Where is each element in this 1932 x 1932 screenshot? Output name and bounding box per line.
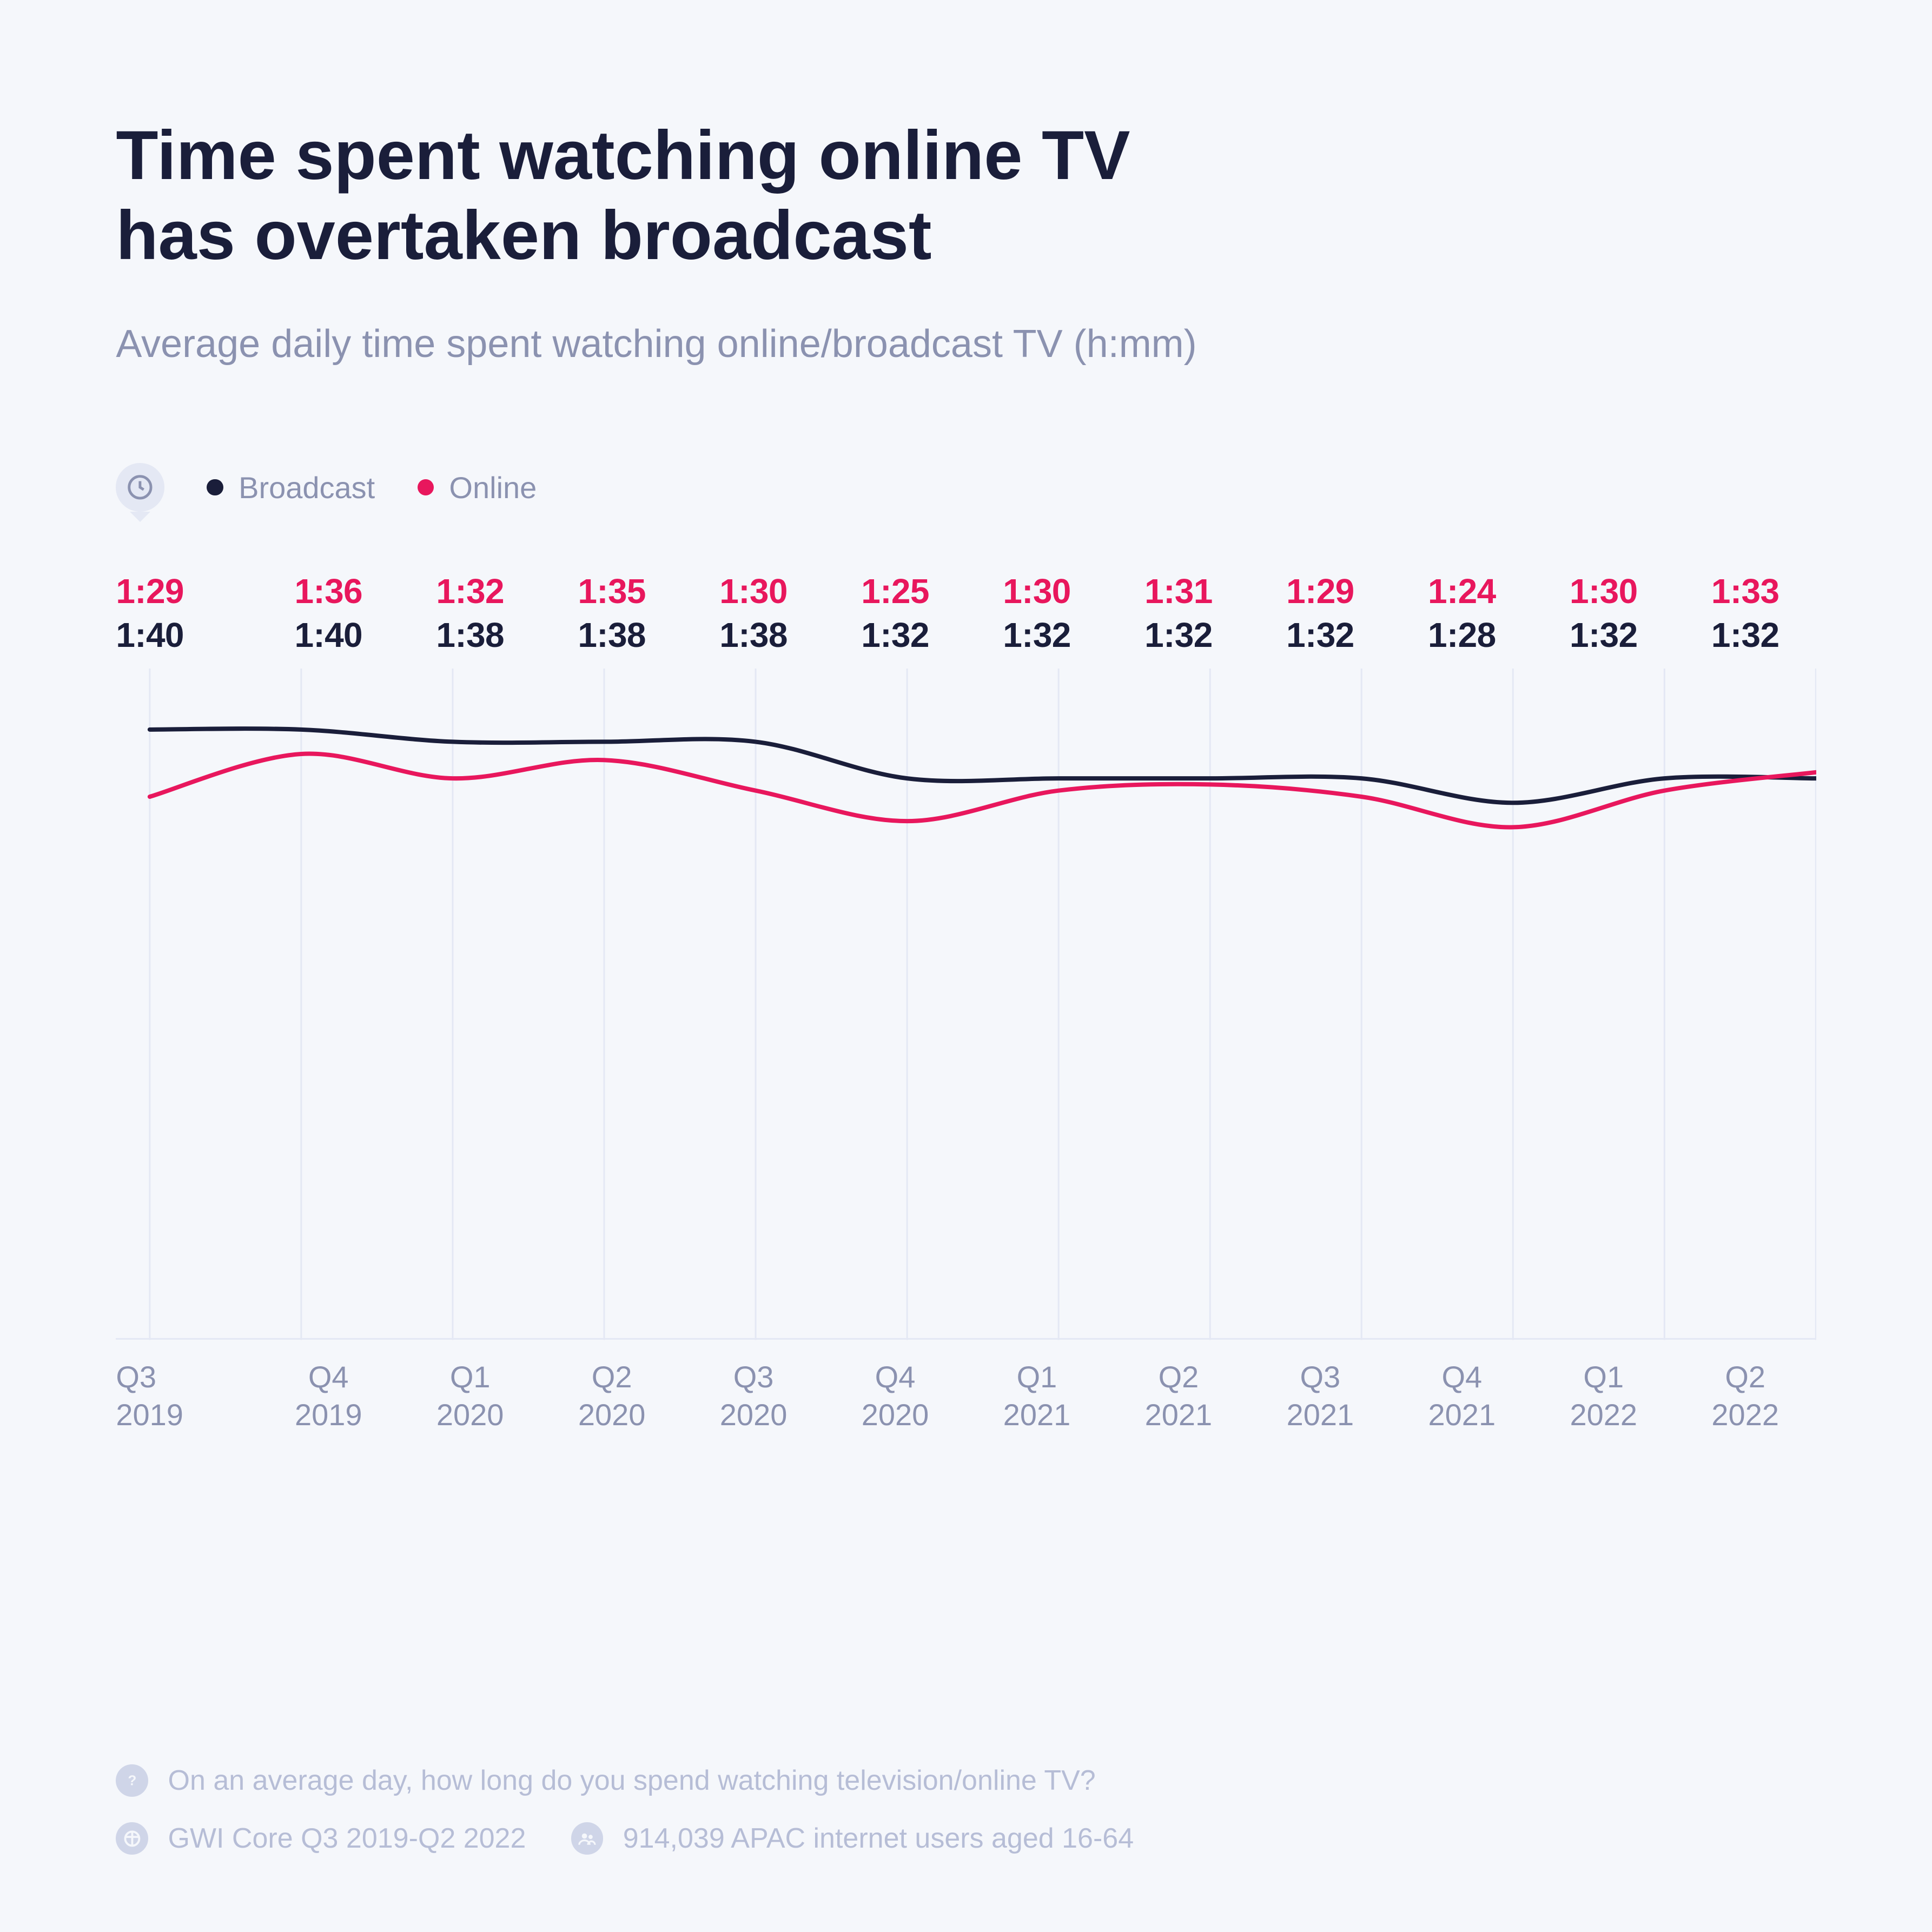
data-label-broadcast: 1:28 [1391, 613, 1533, 656]
x-axis-tick: Q12021 [966, 1358, 1108, 1434]
clock-icon [116, 463, 164, 512]
data-label-online: 1:25 [824, 570, 966, 613]
x-axis-tick: Q42019 [257, 1358, 399, 1434]
legend-item-broadcast: Broadcast [207, 470, 375, 505]
legend-label-online: Online [449, 470, 537, 505]
page: Time spent watching online TV has overta… [0, 0, 1932, 1932]
data-label-online: 1:30 [1533, 570, 1675, 613]
chart-title: Time spent watching online TV has overta… [116, 116, 1816, 275]
x-axis-tick: Q12020 [399, 1358, 541, 1434]
data-label-broadcast: 1:32 [824, 613, 966, 656]
footer-row-question: ? On an average day, how long do you spe… [116, 1764, 1816, 1797]
title-line-1: Time spent watching online TV [116, 117, 1130, 194]
data-label-online: 1:24 [1391, 570, 1533, 613]
data-label-broadcast: 1:38 [541, 613, 683, 656]
legend-label-broadcast: Broadcast [239, 470, 375, 505]
data-label-broadcast: 1:38 [399, 613, 541, 656]
data-label-online: 1:31 [1108, 570, 1249, 613]
data-label-online: 1:35 [541, 570, 683, 613]
question-icon: ? [116, 1764, 148, 1797]
legend-item-online: Online [418, 470, 537, 505]
legend-dot-broadcast [207, 479, 223, 496]
data-label-broadcast: 1:32 [1108, 613, 1249, 656]
x-axis-tick: Q22020 [541, 1358, 683, 1434]
data-label-online: 1:29 [116, 570, 257, 613]
title-line-2: has overtaken broadcast [116, 197, 931, 274]
x-axis-tick: Q22021 [1108, 1358, 1249, 1434]
x-axis-tick: Q42021 [1391, 1358, 1533, 1434]
footer-question: On an average day, how long do you spend… [168, 1764, 1096, 1797]
data-label-grid: 1:291:361:321:351:301:251:301:311:291:24… [116, 570, 1816, 657]
users-icon [571, 1822, 604, 1855]
data-label-broadcast: 1:40 [116, 613, 257, 656]
data-label-online: 1:33 [1675, 570, 1816, 613]
footer-sample: 914,039 APAC internet users aged 16-64 [623, 1822, 1134, 1855]
legend-dot-online [418, 479, 434, 496]
source-icon [116, 1822, 148, 1855]
data-label-broadcast: 1:32 [1249, 613, 1391, 656]
legend: Broadcast Online [116, 463, 1816, 512]
x-axis-tick: Q12022 [1533, 1358, 1675, 1434]
x-axis-tick: Q42020 [824, 1358, 966, 1434]
data-label-broadcast: 1:32 [1533, 613, 1675, 656]
x-axis-labels: Q32019Q42019Q12020Q22020Q32020Q42020Q120… [116, 1358, 1816, 1434]
data-label-online: 1:32 [399, 570, 541, 613]
chart-footer: ? On an average day, how long do you spe… [116, 1680, 1816, 1855]
data-label-online: 1:36 [257, 570, 399, 613]
data-label-online: 1:30 [683, 570, 824, 613]
data-label-broadcast: 1:40 [257, 613, 399, 656]
x-axis-tick: Q32021 [1249, 1358, 1391, 1434]
data-label-broadcast: 1:32 [966, 613, 1108, 656]
data-label-online: 1:30 [966, 570, 1108, 613]
data-label-broadcast: 1:32 [1675, 613, 1816, 656]
x-axis-tick: Q32019 [116, 1358, 257, 1434]
line-chart [116, 669, 1816, 1340]
x-axis-tick: Q32020 [683, 1358, 824, 1434]
footer-source: GWI Core Q3 2019-Q2 2022 [168, 1822, 526, 1855]
data-label-broadcast: 1:38 [683, 613, 824, 656]
data-label-online: 1:29 [1249, 570, 1391, 613]
footer-row-source: GWI Core Q3 2019-Q2 2022 914,039 APAC in… [116, 1822, 1816, 1855]
svg-text:?: ? [128, 1773, 136, 1788]
x-axis-tick: Q22022 [1675, 1358, 1816, 1434]
chart-subtitle: Average daily time spent watching online… [116, 322, 1816, 366]
